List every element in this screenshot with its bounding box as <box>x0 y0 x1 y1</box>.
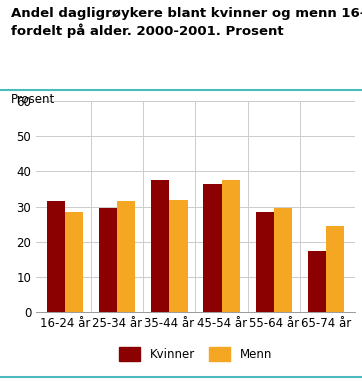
Legend: Kvinner, Menn: Kvinner, Menn <box>114 343 277 366</box>
Bar <box>256 212 274 312</box>
Bar <box>151 180 169 312</box>
Bar <box>222 180 240 312</box>
Bar <box>117 202 135 312</box>
Bar <box>65 212 83 312</box>
Bar <box>326 226 344 312</box>
Bar <box>47 202 65 312</box>
Bar <box>169 200 188 312</box>
Bar <box>203 184 222 312</box>
Text: Andel dagligrøykere blant kvinner og menn 16-74 år,
fordelt på alder. 2000-2001.: Andel dagligrøykere blant kvinner og men… <box>11 6 362 38</box>
Bar <box>308 251 326 312</box>
Bar <box>99 208 117 312</box>
Bar <box>274 208 292 312</box>
Text: Prosent: Prosent <box>11 93 55 106</box>
